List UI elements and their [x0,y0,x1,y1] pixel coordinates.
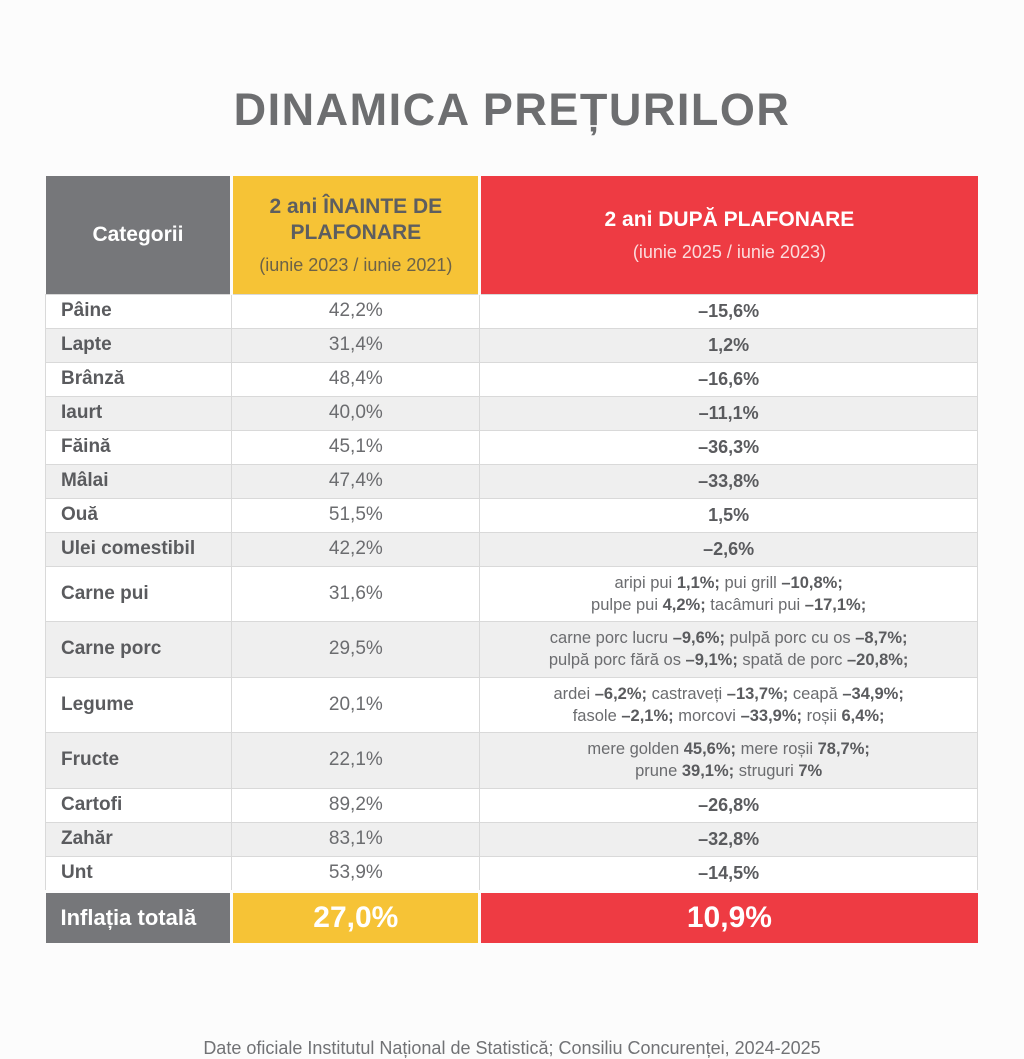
header-categories: Categorii [45,176,234,294]
category-cell: Ouă [44,497,233,533]
before-value-cell: 83,1% [231,821,481,857]
after-detail-line: pulpe pui 4,2%; tacâmuri pui –17,1%; [591,595,867,614]
table-header: Categorii 2 ani ÎNAINTE DE PLAFONARE (iu… [45,176,978,294]
after-detail-line: mere golden 45,6%; mere roșii 78,7%; [587,740,870,759]
before-value-cell: 53,9% [231,855,481,892]
after-value-cell: –2,6% [479,531,978,567]
before-value-cell: 45,1% [231,429,481,465]
after-detail-line: pulpă porc fără os –9,1%; spată de porc … [548,651,909,670]
before-value-cell: 31,6% [231,565,481,623]
header-after-label: 2 ani DUPĂ PLAFONARE [604,207,855,231]
after-value-cell: –15,6% [479,293,978,329]
table-row: Legume 20,1% ardei –6,2%; castraveți –13,7… [44,676,978,734]
after-value-cell: aripi pui 1,1%; pui grill –10,8%; pulpe p… [479,565,978,623]
header-before-label: 2 ani ÎNAINTE DE PLAFONARE [269,194,443,244]
category-cell: Carne porc [44,621,233,678]
category-cell: Ulei comestibil [44,531,233,567]
total-after-value: 10,9% [479,889,978,944]
after-value-cell: –14,5% [479,855,978,892]
category-cell: Fructe [44,732,233,789]
price-table: Categorii 2 ani ÎNAINTE DE PLAFONARE (iu… [44,176,978,944]
total-before-value: 27,0% [231,889,482,944]
before-value-cell: 29,5% [231,621,481,678]
table-row: Carne porc 29,5% carne porc lucru –9,6%; p… [44,621,978,678]
category-cell: Făină [44,429,233,465]
source-caption: Date oficiale Institutul Național de Sta… [203,1038,821,1059]
table-row: Ulei comestibil 42,2% –2,6% [44,531,978,567]
table-row: Făină 45,1% –36,3% [44,429,978,465]
after-value-cell: 1,2% [479,327,978,363]
header-row: Categorii 2 ani ÎNAINTE DE PLAFONARE (iu… [45,176,978,294]
table-row: Lapte 31,4% 1,2% [44,327,978,363]
after-value-cell: –36,3% [479,429,978,465]
after-value-cell: –32,8% [479,821,978,857]
category-cell: Carne pui [44,565,233,623]
category-cell: Mâlai [44,463,233,499]
table-row: Ouă 51,5% 1,5% [44,497,978,533]
header-after-sublabel: (iunie 2025 / iunie 2023) [632,241,826,262]
table-row: Brânză 48,4% –16,6% [44,361,978,397]
header-before-sublabel: (iunie 2023 / iunie 2021) [259,255,453,275]
table-body: Pâine 42,2% –15,6% Lapte 31,4% 1,2% Brânză 48,4… [44,293,978,892]
table-row: Zahăr 83,1% –32,8% [44,821,978,857]
after-value-cell: –26,8% [479,787,978,823]
before-value-cell: 20,1% [231,676,481,734]
after-value-cell: –11,1% [479,395,978,431]
after-value-cell: –16,6% [479,361,978,397]
category-cell: Unt [44,855,233,892]
table-row: Fructe 22,1% mere golden 45,6%; mere roșii… [44,732,978,789]
category-cell: Brânză [44,361,233,397]
before-value-cell: 47,4% [231,463,481,499]
before-value-cell: 89,2% [231,787,481,823]
after-detail-line: fasole –2,1%; morcovi –33,9%; roșii 6,4%… [572,706,885,725]
after-value-cell: 1,5% [479,497,978,533]
after-value-cell: ardei –6,2%; castraveți –13,7%; ceapă –3… [479,676,978,734]
before-value-cell: 22,1% [231,732,481,789]
table-row: Cartofi 89,2% –26,8% [44,787,978,823]
after-value-cell: mere golden 45,6%; mere roșii 78,7%; prun… [479,732,978,789]
page-title: DINAMICA PREȚURILOR [233,84,791,135]
header-categories-label: Categorii [92,222,184,246]
after-detail-line: ardei –6,2%; castraveți –13,7%; ceapă –3… [553,684,904,703]
category-cell: Zahăr [44,821,233,857]
table-row: Unt 53,9% –14,5% [44,855,978,892]
after-detail-line: carne porc lucru –9,6%; pulpă porc cu os… [549,629,908,648]
category-cell: Iaurt [44,395,233,431]
table-row: Pâine 42,2% –15,6% [44,293,978,329]
category-cell: Lapte [44,327,233,363]
before-value-cell: 42,2% [231,293,481,329]
category-cell: Pâine [44,293,233,329]
before-value-cell: 51,5% [231,497,481,533]
table-row: Mâlai 47,4% –33,8% [44,463,978,499]
table-footer: Inflația totală 27,0% 10,9% [45,889,978,944]
after-detail-line: prune 39,1%; struguri 7% [635,762,823,781]
after-detail-line: aripi pui 1,1%; pui grill –10,8%; [614,573,843,592]
table-row: Carne pui 31,6% aripi pui 1,1%; pui grill … [44,565,978,623]
category-cell: Cartofi [44,787,233,823]
total-label: Inflația totală [45,889,234,944]
table-row: Iaurt 40,0% –11,1% [44,395,978,431]
before-value-cell: 42,2% [231,531,481,567]
header-before-cap: 2 ani ÎNAINTE DE PLAFONARE (iunie 2023 /… [231,176,482,294]
after-value-cell: carne porc lucru –9,6%; pulpă porc cu os… [479,621,978,678]
before-value-cell: 40,0% [231,395,481,431]
before-value-cell: 48,4% [231,361,481,397]
before-value-cell: 31,4% [231,327,481,363]
header-after-cap: 2 ani DUPĂ PLAFONARE (iunie 2025 / iunie… [479,176,978,294]
total-row: Inflația totală 27,0% 10,9% [45,889,978,944]
after-value-cell: –33,8% [479,463,978,499]
page: DINAMICA PREȚURILOR Categorii 2 ani ÎNAI… [44,84,978,1059]
category-cell: Legume [44,676,233,734]
